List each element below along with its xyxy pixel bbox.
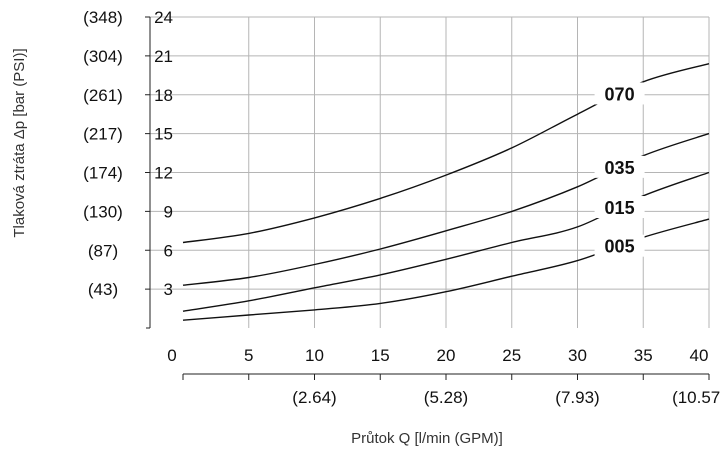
y-secondary-tick-label-2: (130) <box>83 202 123 221</box>
series-label-bg-015 <box>594 196 645 219</box>
x-secondary-tick-label-2: (7.93) <box>555 388 599 407</box>
y-secondary-tick-label-5: (261) <box>83 86 123 105</box>
series-label-015: 015 <box>605 198 635 218</box>
y-tick-label-7: 24 <box>154 8 173 27</box>
y-secondary-tick-label-4: (217) <box>83 125 123 144</box>
y-secondary-tick-label-7: (348) <box>83 8 123 27</box>
y-secondary-tick-label-3: (174) <box>83 164 123 183</box>
series-label-005: 005 <box>605 237 635 257</box>
series-label-035: 035 <box>605 158 635 178</box>
x-tick-label-7: 35 <box>634 346 653 365</box>
series-group: 070 035 015 005 <box>182 63 710 321</box>
axes <box>146 17 709 375</box>
x-tick-label-5: 25 <box>502 346 521 365</box>
x-tick-label-6: 30 <box>568 346 587 365</box>
x-secondary-tick-label-1: (5.28) <box>424 388 468 407</box>
x-axis-title: Průtok Q [l/min (GPM)] <box>351 430 503 447</box>
x-tick-label-2: 10 <box>305 346 324 365</box>
series-label-070: 070 <box>605 84 635 104</box>
y-axis-title: Tlaková ztráta Δp [bar (PSI)] <box>11 48 28 237</box>
y-tick-label-3: 12 <box>154 164 173 183</box>
x-secondary-tick-label-3: (10.57) <box>672 388 720 407</box>
x-tick-label-0: 0 <box>167 346 176 365</box>
ticks: 3 (43) 6 (87) 9 (130) 12 (174) 15 (217) 18 (261) 21 (… <box>83 8 720 407</box>
y-tick-label-5: 18 <box>154 86 173 105</box>
y-secondary-tick-label-0: (43) <box>88 280 118 299</box>
x-tick-label-1: 5 <box>244 346 253 365</box>
y-tick-label-0: 3 <box>164 280 173 299</box>
y-secondary-tick-label-6: (304) <box>83 47 123 66</box>
series-label-bg-070 <box>594 82 645 105</box>
series-label-bg-035 <box>594 155 645 178</box>
x-tick-label-8: 40 <box>690 346 709 365</box>
y-secondary-tick-label-1: (87) <box>88 241 118 260</box>
x-tick-label-3: 15 <box>371 346 390 365</box>
series-label-bg-005 <box>594 234 645 257</box>
x-tick-label-4: 20 <box>437 346 456 365</box>
y-tick-label-1: 6 <box>164 241 173 260</box>
y-tick-label-4: 15 <box>154 125 173 144</box>
y-tick-label-6: 21 <box>154 47 173 66</box>
y-tick-label-2: 9 <box>164 202 173 221</box>
x-secondary-tick-label-0: (2.64) <box>292 388 336 407</box>
